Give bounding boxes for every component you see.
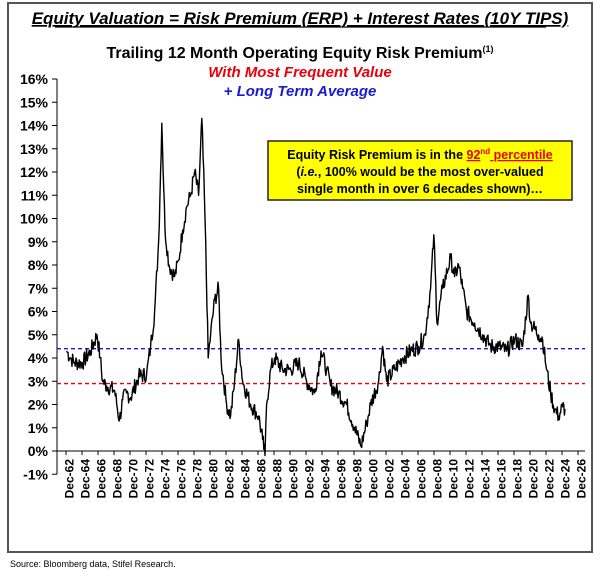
- annotation-box: Equity Risk Premium is in the 92nd perce…: [267, 140, 573, 201]
- x-tick-label: Dec-90: [286, 459, 300, 499]
- y-tick-label: -1%: [23, 466, 48, 482]
- y-tick-label: 5%: [28, 327, 49, 343]
- source-note: Source: Bloomberg data, Stifel Research.: [10, 559, 176, 569]
- y-tick-label: 13%: [20, 141, 49, 157]
- annotation-line-2: (i.e., 100% would be the most over-value…: [296, 165, 543, 179]
- x-tick-label: Dec-14: [478, 459, 492, 499]
- annotation-line-3: single month in over 6 decades shown)…: [297, 182, 543, 196]
- x-tick-label: Dec-68: [110, 459, 124, 499]
- x-tick-label: Dec-92: [302, 459, 316, 499]
- x-tick-label: Dec-70: [126, 459, 140, 499]
- y-tick-label: 11%: [21, 187, 49, 203]
- x-tick-label: Dec-06: [414, 459, 428, 499]
- x-tick-label: Dec-76: [174, 459, 188, 499]
- y-tick-label: 8%: [28, 257, 49, 273]
- x-tick-label: Dec-04: [398, 459, 412, 499]
- y-tick-label: 9%: [28, 234, 49, 250]
- subtitle-most-frequent: With Most Frequent Value: [208, 64, 391, 81]
- y-tick-label: 10%: [20, 211, 49, 227]
- x-tick-label: Dec-86: [254, 459, 268, 499]
- y-tick-label: 15%: [20, 94, 49, 110]
- header-title: Equity Valuation = Risk Premium (ERP) + …: [32, 9, 569, 28]
- x-tick-label: Dec-62: [62, 459, 76, 499]
- x-tick-label: Dec-84: [238, 459, 252, 499]
- x-tick-label: Dec-78: [190, 459, 204, 499]
- x-tick-label: Dec-16: [494, 459, 508, 499]
- x-tick-label: Dec-24: [558, 459, 572, 499]
- x-tick-label: Dec-82: [222, 459, 236, 499]
- y-tick-label: 2%: [28, 397, 49, 413]
- subtitle-long-term-average: + Long Term Average: [224, 83, 377, 100]
- y-tick-label: 1%: [28, 420, 49, 436]
- x-tick-label: Dec-26: [574, 459, 588, 499]
- x-tick-label: Dec-02: [382, 459, 396, 499]
- y-tick-label: 6%: [28, 304, 49, 320]
- x-tick-label: Dec-22: [542, 459, 556, 499]
- y-tick-label: 12%: [20, 164, 49, 180]
- y-tick-label: 0%: [28, 443, 49, 459]
- chart-title: Trailing 12 Month Operating Equity Risk …: [106, 44, 493, 62]
- x-tick-label: Dec-20: [526, 459, 540, 499]
- y-tick-label: 3%: [28, 373, 49, 389]
- erp-series-line: [65, 117, 566, 457]
- y-tick-label: 4%: [28, 350, 49, 366]
- x-tick-label: Dec-64: [78, 459, 92, 499]
- x-tick-label: Dec-08: [430, 459, 444, 499]
- x-tick-label: Dec-66: [94, 459, 108, 499]
- y-tick-label: 16%: [20, 71, 49, 87]
- x-tick-label: Dec-18: [510, 459, 524, 499]
- x-tick-label: Dec-74: [158, 459, 172, 499]
- y-tick-label: 14%: [20, 118, 49, 134]
- x-tick-label: Dec-12: [462, 459, 476, 499]
- x-tick-label: Dec-98: [350, 459, 364, 499]
- annotation-line-1: Equity Risk Premium is in the 92nd perce…: [287, 147, 552, 162]
- x-tick-label: Dec-88: [270, 459, 284, 499]
- annotation-background: [267, 140, 573, 201]
- x-tick-label: Dec-72: [142, 459, 156, 499]
- figure-border: [7, 2, 593, 553]
- x-tick-label: Dec-80: [206, 459, 220, 499]
- x-tick-label: Dec-10: [446, 459, 460, 499]
- x-tick-label: Dec-96: [334, 459, 348, 499]
- y-tick-label: 7%: [28, 280, 49, 296]
- x-tick-label: Dec-94: [318, 459, 332, 499]
- x-tick-label: Dec-00: [366, 459, 380, 499]
